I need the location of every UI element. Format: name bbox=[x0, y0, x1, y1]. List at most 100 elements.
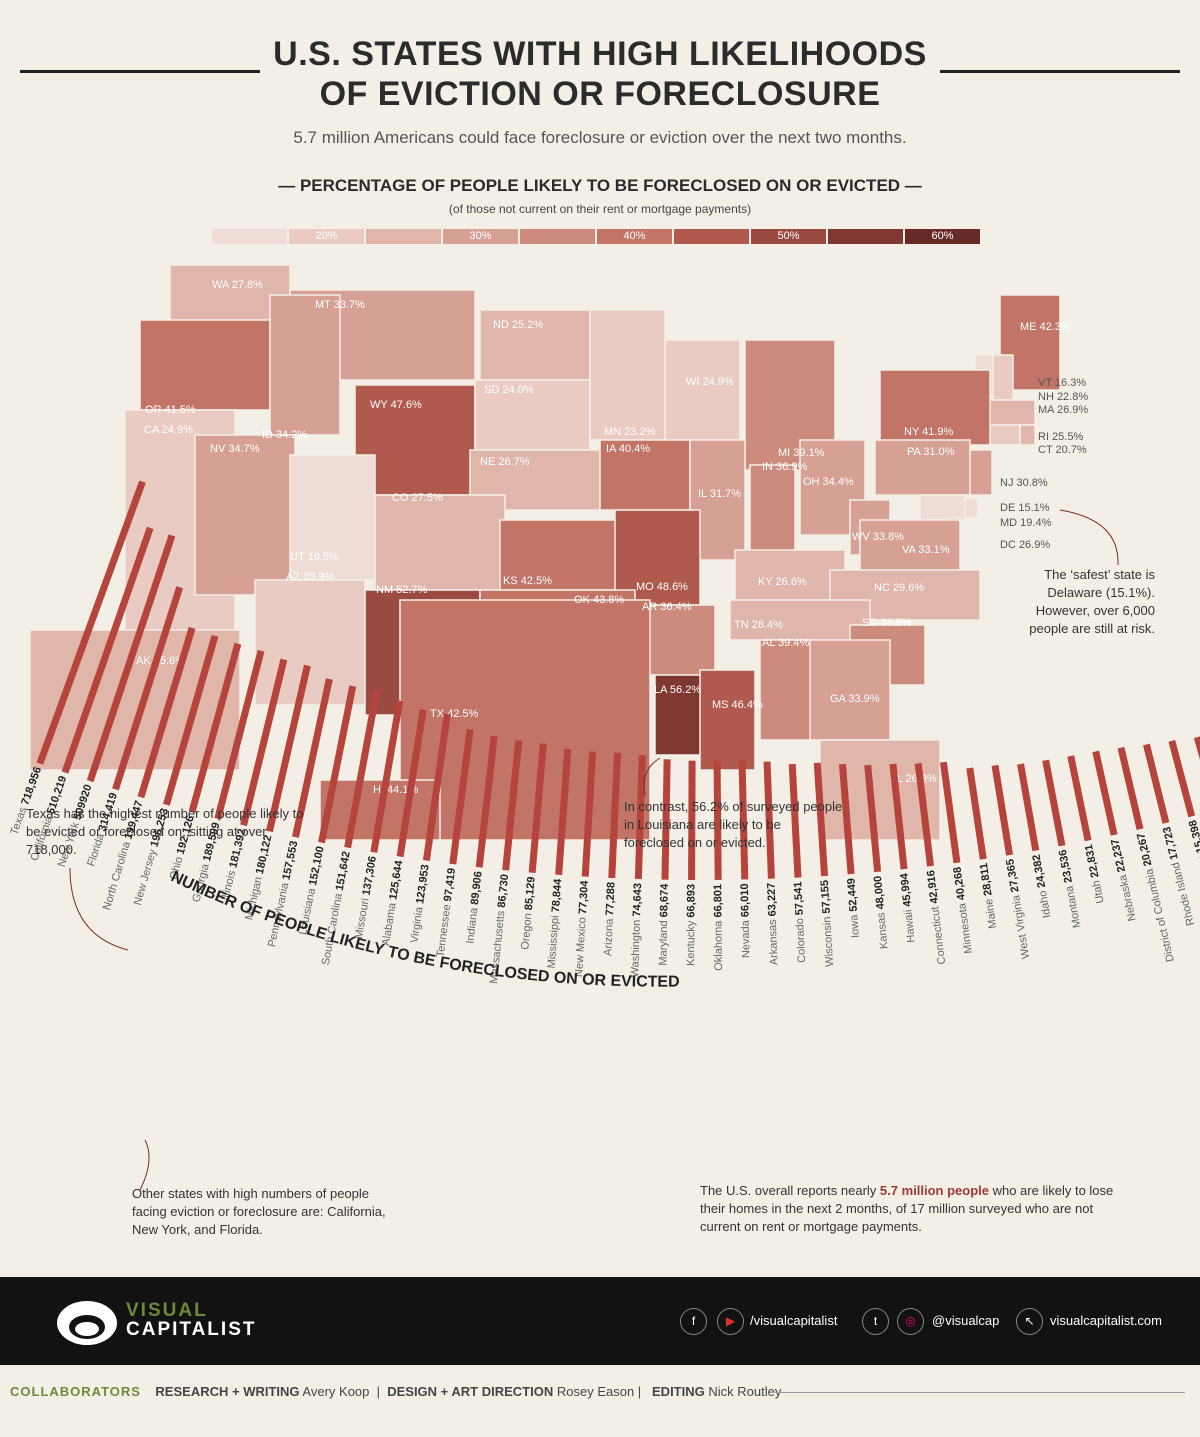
bar-category-label-38: Idaho 24,382 bbox=[1030, 853, 1053, 918]
state-ms bbox=[699, 669, 756, 771]
state-label-nv: NV 34.7% bbox=[210, 443, 260, 455]
bar-12 bbox=[344, 690, 381, 849]
bar-category-label-31: Iowa 52,449 bbox=[845, 878, 862, 939]
state-label-ky: KY 26.6% bbox=[758, 576, 807, 588]
bar-41 bbox=[1092, 750, 1118, 836]
bar-40 bbox=[1067, 755, 1092, 842]
bar-6 bbox=[188, 642, 242, 813]
bar-value-label: 22,831 bbox=[1083, 843, 1102, 878]
social-link-visualcap[interactable]: @visualcap bbox=[932, 1313, 1000, 1328]
state-az bbox=[254, 579, 366, 706]
youtube-icon[interactable]: ▶ bbox=[717, 1308, 744, 1335]
state-label-ca: CA 24.9% bbox=[144, 424, 193, 436]
credits-research-label: RESEARCH + WRITING bbox=[155, 1384, 300, 1399]
state-label-ri: RI 25.5% bbox=[1038, 431, 1083, 443]
state-label-wy: WY 47.6% bbox=[370, 399, 422, 411]
twitter-icon[interactable]: t bbox=[862, 1308, 889, 1335]
bar-0 bbox=[36, 480, 146, 765]
bar-value-label: 152,100 bbox=[307, 845, 327, 886]
bar-24 bbox=[661, 759, 671, 880]
bar-16 bbox=[449, 729, 474, 865]
bar-15 bbox=[422, 713, 451, 862]
bar-category-label-34: Connecticut 42,916 bbox=[925, 869, 948, 965]
visual-capitalist-logo bbox=[57, 1301, 117, 1345]
bar-34 bbox=[914, 762, 935, 867]
bar-value-label: 137,306 bbox=[360, 855, 379, 896]
bar-7 bbox=[214, 649, 265, 820]
bar-value-label: 718,956 bbox=[19, 765, 44, 806]
bar-category-label-40: Utah 22,831 bbox=[1083, 843, 1107, 904]
bar-value-label: 151,642 bbox=[334, 850, 353, 891]
state-label-wi: WI 24.9% bbox=[686, 376, 734, 388]
state-ks bbox=[499, 519, 631, 591]
social-link-visualcapitalist[interactable]: /visualcapitalist bbox=[750, 1313, 838, 1328]
bar-28 bbox=[763, 761, 775, 879]
credits-collaborators: COLLABORATORS bbox=[10, 1384, 141, 1399]
bar-29 bbox=[788, 763, 802, 878]
legend-swatch bbox=[520, 229, 595, 244]
bar-44 bbox=[1168, 739, 1196, 818]
bar-19 bbox=[528, 743, 547, 873]
bar-category-label-20: Mississippi 78,844 bbox=[546, 877, 565, 968]
bar-value-label: 57,541 bbox=[792, 881, 806, 915]
bar-category-label-24: Maryland 68,674 bbox=[657, 883, 671, 966]
bar-23 bbox=[634, 755, 646, 880]
facebook-icon[interactable]: f bbox=[680, 1308, 707, 1335]
bar-37 bbox=[991, 764, 1014, 856]
state-label-nc: NC 29.6% bbox=[874, 582, 924, 594]
bar-category-label-29: Colorado 57,541 bbox=[792, 881, 808, 963]
bar-category-label-23: Washington 74,643 bbox=[629, 883, 644, 978]
bar-8 bbox=[240, 658, 288, 827]
state-label-il: IL 31.7% bbox=[698, 488, 741, 500]
state-label-or: OR 41.5% bbox=[145, 404, 196, 416]
state-nj bbox=[969, 449, 993, 496]
credits-design-name: Rosey Eason bbox=[556, 1384, 635, 1399]
state-label-nh: NH 22.8% bbox=[1038, 391, 1088, 403]
note-overall-post: who are likely to lose their homes in th… bbox=[700, 1183, 1114, 1234]
legend-swatch: 40% bbox=[597, 229, 672, 244]
bar-32 bbox=[864, 764, 882, 873]
bar-value-label: 123,953 bbox=[414, 864, 432, 905]
bar-4 bbox=[137, 626, 196, 799]
cursor-icon[interactable]: ↖ bbox=[1016, 1308, 1043, 1335]
note-texas: Texas has the highest number of people l… bbox=[26, 806, 304, 857]
bar-36 bbox=[966, 767, 987, 860]
note-overall: The U.S. overall reports nearly 5.7 mill… bbox=[700, 1182, 1130, 1236]
state-label-vt: VT 16.3% bbox=[1038, 377, 1086, 389]
note-overall-highlight: 5.7 million people bbox=[879, 1183, 989, 1198]
bar-26 bbox=[713, 760, 722, 880]
state-label-oh: OH 34.4% bbox=[803, 476, 854, 488]
website-link[interactable]: visualcapitalist.com bbox=[1050, 1313, 1162, 1328]
page-title: U.S. STATES WITH HIGH LIKELIHOODS OF EVI… bbox=[273, 35, 927, 113]
state-label-dc: DC 26.9% bbox=[1000, 539, 1050, 551]
bar-value-label: 20,267 bbox=[1135, 832, 1154, 868]
bar-value-label: 68,674 bbox=[658, 883, 671, 918]
bar-value-label: 78,844 bbox=[550, 877, 564, 912]
bar-value-label: 48,000 bbox=[872, 875, 887, 910]
credits: COLLABORATORS RESEARCH + WRITING Avery K… bbox=[10, 1384, 782, 1399]
state-wi bbox=[664, 339, 741, 441]
legend-swatch: 30% bbox=[443, 229, 518, 244]
delaware-connector bbox=[1059, 509, 1119, 566]
state-oh bbox=[799, 439, 866, 536]
credits-editing-label: EDITING bbox=[652, 1384, 705, 1399]
bar-2 bbox=[86, 534, 176, 783]
bar-27 bbox=[738, 760, 749, 880]
state-nv bbox=[194, 434, 296, 596]
bar-value-label: 57,155 bbox=[819, 880, 833, 914]
legend-swatch: 50% bbox=[751, 229, 826, 244]
bar-25 bbox=[688, 760, 696, 880]
instagram-icon[interactable]: ◎ bbox=[897, 1308, 924, 1335]
state-label-pa: PA 31.0% bbox=[907, 446, 955, 458]
bar-5 bbox=[163, 634, 219, 806]
bar-9 bbox=[266, 664, 311, 833]
state-label-ny: NY 41.9% bbox=[904, 426, 954, 438]
bar-category-label-15: Virginia 123,953 bbox=[409, 864, 432, 944]
title-rule-right bbox=[940, 70, 1180, 73]
state-label-de: DE 15.1% bbox=[1000, 502, 1050, 514]
bar-category-label-16: Tennessee 97,419 bbox=[435, 867, 458, 958]
bar-value-label: 24,382 bbox=[1030, 853, 1048, 888]
state-ut bbox=[289, 454, 376, 581]
state-label-mi: MI 39.1% bbox=[778, 447, 825, 459]
logo-text: VISUAL CAPITALIST bbox=[126, 1301, 256, 1339]
